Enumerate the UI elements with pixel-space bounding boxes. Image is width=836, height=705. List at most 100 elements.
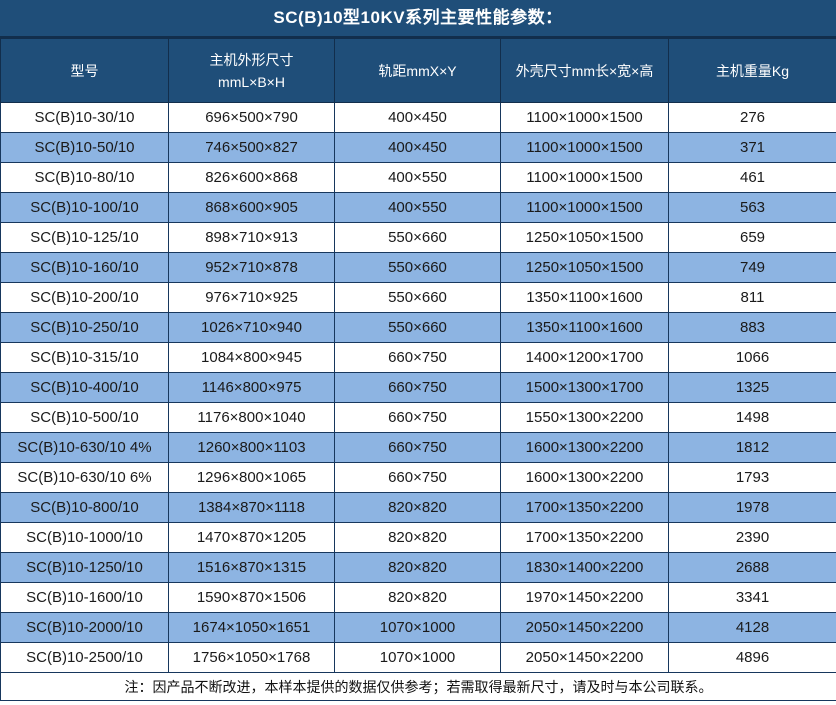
table-cell: 1066 — [668, 342, 836, 373]
table-cell: 749 — [668, 252, 836, 283]
page-title: SC(B)10型10KV系列主要性能参数： — [0, 0, 836, 38]
table-cell: 371 — [668, 132, 836, 163]
table-cell: 1176×800×1040 — [168, 402, 335, 433]
table-cell: 1250×1050×1500 — [500, 222, 669, 253]
table-cell: 660×750 — [334, 342, 501, 373]
table-cell: 4896 — [668, 642, 836, 673]
table-cell: SC(B)10-1250/10 — [0, 552, 169, 583]
table-cell: 976×710×925 — [168, 282, 335, 313]
table-cell: 868×600×905 — [168, 192, 335, 223]
table-cell: 746×500×827 — [168, 132, 335, 163]
table-cell: 659 — [668, 222, 836, 253]
table-cell: SC(B)10-125/10 — [0, 222, 169, 253]
table-row: SC(B)10-500/10 1176×800×1040 660×750 1550×1… — [0, 402, 836, 433]
table-cell: 1350×1100×1600 — [500, 282, 669, 313]
table-cell: SC(B)10-630/10 4% — [0, 432, 169, 463]
table-cell: SC(B)10-1000/10 — [0, 522, 169, 553]
table-cell: 1470×870×1205 — [168, 522, 335, 553]
table-cell: SC(B)10-500/10 — [0, 402, 169, 433]
column-header-label: 主机外形尺寸 — [209, 51, 294, 68]
table-row: SC(B)10-630/10 6% 1296×800×1065 660×750 160… — [0, 462, 836, 493]
table-cell: 2050×1450×2200 — [500, 642, 669, 673]
table-cell: SC(B)10-800/10 — [0, 492, 169, 523]
table-cell: 1384×870×1118 — [168, 492, 335, 523]
table-cell: 1516×870×1315 — [168, 552, 335, 583]
table-row: SC(B)10-400/10 1146×800×975 660×750 1500×13… — [0, 372, 836, 403]
table-row: SC(B)10-30/10 696×500×790 400×450 1100×1000… — [0, 102, 836, 133]
table-cell: 883 — [668, 312, 836, 343]
table-cell: SC(B)10-2000/10 — [0, 612, 169, 643]
table-cell: 826×600×868 — [168, 162, 335, 193]
table-cell: SC(B)10-315/10 — [0, 342, 169, 373]
table-row: SC(B)10-100/10 868×600×905 400×550 1100×100… — [0, 192, 836, 223]
column-header-weight: 主机重量Kg — [668, 38, 836, 103]
footer-note: 注：因产品不断改进，本样本提供的数据仅供参考；若需取得最新尺寸，请及时与本公司联… — [0, 672, 836, 701]
table-cell: 1070×1000 — [334, 642, 501, 673]
table-cell: 1296×800×1065 — [168, 462, 335, 493]
table-row: SC(B)10-160/10 952×710×878 550×660 1250×105… — [0, 252, 836, 283]
table-cell: 811 — [668, 282, 836, 313]
table-cell: 550×660 — [334, 222, 501, 253]
footer-row: 注：因产品不断改进，本样本提供的数据仅供参考；若需取得最新尺寸，请及时与本公司联… — [0, 672, 836, 701]
column-header-label: 型号 — [70, 62, 99, 79]
table-cell: 696×500×790 — [168, 102, 335, 133]
table-cell: 898×710×913 — [168, 222, 335, 253]
table-row: SC(B)10-1600/10 1590×870×1506 820×820 1970×… — [0, 582, 836, 613]
table-cell: 1498 — [668, 402, 836, 433]
column-header-sublabel: mmL×B×H — [218, 73, 285, 90]
table-cell: 1812 — [668, 432, 836, 463]
table-cell: 820×820 — [334, 552, 501, 583]
column-header-label: 轨距mmX×Y — [378, 62, 457, 79]
table-row: SC(B)10-250/10 1026×710×940 550×660 1350×11… — [0, 312, 836, 343]
column-header-main-dimensions: 主机外形尺寸 mmL×B×H — [168, 38, 335, 103]
table-cell: SC(B)10-50/10 — [0, 132, 169, 163]
table-cell: 820×820 — [334, 522, 501, 553]
table-cell: 1100×1000×1500 — [500, 192, 669, 223]
table-cell: 1600×1300×2200 — [500, 462, 669, 493]
table-row: SC(B)10-630/10 4% 1260×800×1103 660×750 160… — [0, 432, 836, 463]
table-row: SC(B)10-315/10 1084×800×945 660×750 1400×12… — [0, 342, 836, 373]
table-row: SC(B)10-1000/10 1470×870×1205 820×820 1700×… — [0, 522, 836, 553]
table-cell: 550×660 — [334, 312, 501, 343]
header-row: 型号 主机外形尺寸 mmL×B×H 轨距mmX×Y 外壳尺寸mm长×宽×高 主机… — [0, 38, 836, 103]
table-cell: 276 — [668, 102, 836, 133]
table-body: SC(B)10-30/10 696×500×790 400×450 1100×1000… — [0, 102, 836, 673]
table-cell: SC(B)10-200/10 — [0, 282, 169, 313]
table-row: SC(B)10-80/10 826×600×868 400×550 1100×1000… — [0, 162, 836, 193]
table-cell: 1674×1050×1651 — [168, 612, 335, 643]
table-cell: 1830×1400×2200 — [500, 552, 669, 583]
table-row: SC(B)10-1250/10 1516×870×1315 820×820 1830×… — [0, 552, 836, 583]
table-cell: 550×660 — [334, 252, 501, 283]
table-cell: 1026×710×940 — [168, 312, 335, 343]
table-cell: 1600×1300×2200 — [500, 432, 669, 463]
table-cell: SC(B)10-400/10 — [0, 372, 169, 403]
table-cell: 1250×1050×1500 — [500, 252, 669, 283]
table-cell: 952×710×878 — [168, 252, 335, 283]
table-cell: 461 — [668, 162, 836, 193]
table-cell: 400×550 — [334, 162, 501, 193]
table-cell: 820×820 — [334, 492, 501, 523]
table-cell: SC(B)10-80/10 — [0, 162, 169, 193]
table-cell: 1100×1000×1500 — [500, 132, 669, 163]
column-header-enclosure-size: 外壳尺寸mm长×宽×高 — [500, 38, 669, 103]
table-cell: 4128 — [668, 612, 836, 643]
table-cell: 1978 — [668, 492, 836, 523]
table-cell: 1590×870×1506 — [168, 582, 335, 613]
column-header-rail-gauge: 轨距mmX×Y — [334, 38, 501, 103]
table-cell: 820×820 — [334, 582, 501, 613]
table-cell: SC(B)10-100/10 — [0, 192, 169, 223]
table-cell: 550×660 — [334, 282, 501, 313]
table-cell: 1350×1100×1600 — [500, 312, 669, 343]
table-cell: 660×750 — [334, 372, 501, 403]
table-row: SC(B)10-125/10 898×710×913 550×660 1250×105… — [0, 222, 836, 253]
table-cell: 400×550 — [334, 192, 501, 223]
table-cell: SC(B)10-2500/10 — [0, 642, 169, 673]
table-cell: 2050×1450×2200 — [500, 612, 669, 643]
table-cell: 1550×1300×2200 — [500, 402, 669, 433]
table-cell: SC(B)10-630/10 6% — [0, 462, 169, 493]
table-cell: 1500×1300×1700 — [500, 372, 669, 403]
table-cell: 1100×1000×1500 — [500, 162, 669, 193]
column-header-label: 外壳尺寸mm长×宽×高 — [515, 62, 654, 79]
table-cell: SC(B)10-250/10 — [0, 312, 169, 343]
